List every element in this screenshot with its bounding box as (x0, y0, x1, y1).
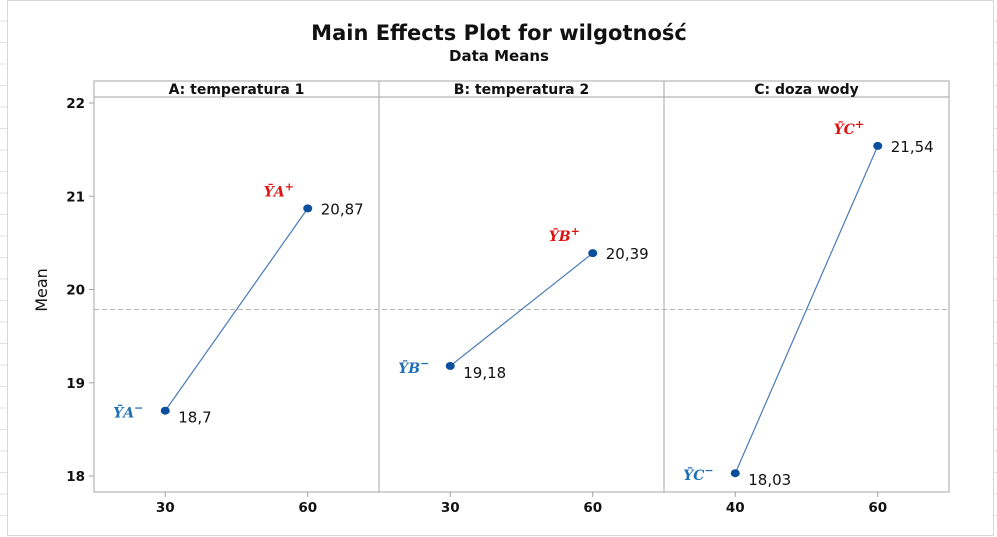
annotation-sign: + (855, 118, 864, 131)
annotation-sign: + (571, 225, 580, 238)
annotation-c-plus: ȲC+ (834, 118, 864, 138)
data-point (445, 361, 455, 370)
chart-subtitle: Data Means (449, 47, 549, 65)
effect-line (449, 252, 594, 367)
effect-line (164, 208, 309, 412)
x-tick-label: 30 (441, 500, 460, 516)
y-axis: 18 19 20 21 22 (66, 96, 94, 485)
annotation-b-minus: ȲB− (398, 357, 429, 377)
annotation-symbol: ȲB (549, 226, 571, 245)
annotation-symbol: ȲA (113, 403, 134, 422)
chart-title: Main Effects Plot for wilgotność (311, 21, 687, 45)
annotation-symbol: ȲC (683, 465, 704, 484)
data-label: 19,18 (463, 364, 506, 382)
y-tick-label: 22 (66, 96, 85, 112)
left-gridline-ticks (0, 20, 7, 516)
annotation-b-plus: ȲB+ (549, 225, 580, 245)
outer-border (7, 0, 994, 536)
x-tick-label: 60 (868, 500, 887, 516)
data-point (588, 249, 598, 258)
annotation-symbol: ȲB (398, 358, 420, 377)
panel-title: C: doza wody (754, 82, 859, 98)
y-tick-label: 19 (66, 376, 85, 392)
y-tick-label: 21 (66, 189, 85, 205)
data-point (160, 406, 170, 415)
annotation-sign: − (134, 402, 143, 415)
data-point (303, 204, 313, 213)
plot-frame (93, 80, 950, 493)
y-tick-label: 18 (66, 469, 85, 485)
data-label: 18,03 (748, 471, 791, 489)
y-axis-label: Mean (32, 268, 51, 312)
data-label: 21,54 (891, 138, 934, 156)
x-tick-label: 60 (298, 500, 317, 516)
x-tick-label: 30 (156, 500, 175, 516)
annotation-symbol: ȲC (834, 119, 855, 138)
annotation-a-plus: ȲA+ (264, 180, 294, 200)
annotation-sign: − (420, 357, 429, 370)
data-label: 20,87 (321, 200, 364, 218)
data-point (873, 141, 883, 150)
annotation-sign: + (285, 180, 294, 193)
panel-title: B: temperatura 2 (454, 82, 589, 98)
panel-title: A: temperatura 1 (169, 82, 305, 98)
data-label: 20,39 (606, 245, 649, 263)
effect-line (734, 145, 879, 474)
data-label: 18,7 (178, 409, 211, 427)
annotation-sign: − (704, 464, 713, 477)
annotation-a-minus: ȲA− (113, 402, 143, 422)
x-tick-label: 40 (726, 500, 745, 516)
y-tick-label: 20 (66, 283, 85, 299)
data-point (730, 469, 740, 478)
annotation-symbol: ȲA (264, 181, 285, 200)
annotation-c-minus: ȲC− (683, 464, 713, 484)
x-tick-label: 60 (583, 500, 602, 516)
